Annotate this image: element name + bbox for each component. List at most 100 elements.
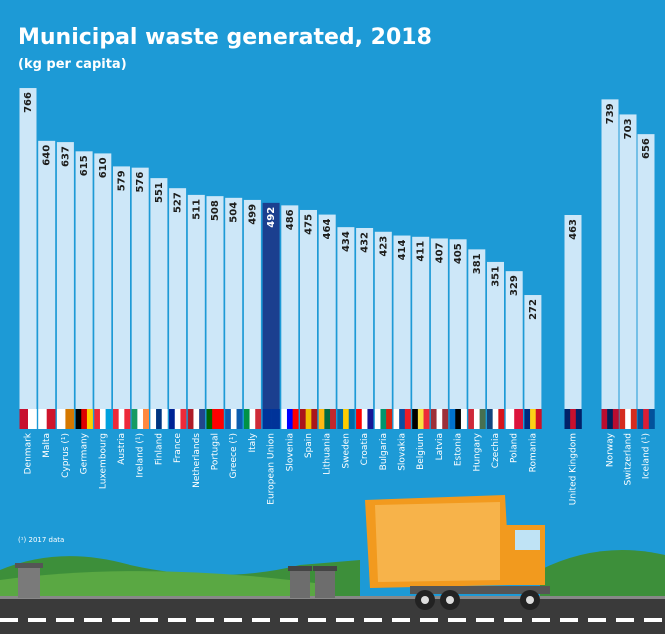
flag xyxy=(188,409,194,429)
flag xyxy=(570,409,576,429)
bar xyxy=(394,236,411,409)
bar xyxy=(76,151,93,409)
bar xyxy=(57,142,74,409)
flag xyxy=(175,409,181,429)
bar xyxy=(356,228,373,409)
flag xyxy=(193,409,199,429)
value-label: 579 xyxy=(117,170,128,191)
flag xyxy=(474,409,480,429)
x-tick-label: Sweden xyxy=(341,433,351,469)
flag xyxy=(199,409,205,429)
flag xyxy=(536,409,542,429)
x-tick-label: Germany xyxy=(80,432,90,474)
flag xyxy=(218,409,224,429)
bar xyxy=(132,168,149,409)
bar xyxy=(300,210,317,409)
flag xyxy=(237,409,243,429)
x-tick-label: Romania xyxy=(528,433,538,472)
value-label: 463 xyxy=(568,219,579,240)
bar xyxy=(150,178,167,409)
x-tick-label: Cyprus (¹) xyxy=(61,433,71,478)
flag xyxy=(343,409,349,429)
flag xyxy=(180,409,186,429)
bar xyxy=(38,141,55,409)
flag xyxy=(602,409,608,429)
bar xyxy=(620,114,637,409)
value-label: 329 xyxy=(509,275,520,296)
x-tick-label: Lithuania xyxy=(323,433,333,475)
flag xyxy=(263,409,272,429)
value-label: 464 xyxy=(322,219,333,240)
flag xyxy=(28,409,37,429)
bar xyxy=(602,99,619,409)
flag xyxy=(156,409,162,429)
flag xyxy=(431,409,437,429)
flag xyxy=(375,409,381,429)
flag xyxy=(649,409,655,429)
x-tick-label: Luxembourg xyxy=(98,433,108,489)
flag xyxy=(293,409,299,429)
bar xyxy=(263,203,280,409)
x-tick-label: Austria xyxy=(117,433,127,465)
x-tick-label: Netherlands xyxy=(192,433,202,488)
x-tick-label: Spain xyxy=(304,433,314,458)
x-tick-label: Latvia xyxy=(435,433,445,460)
flag xyxy=(362,409,368,429)
flag xyxy=(506,409,515,429)
footnote: (¹) 2017 data xyxy=(18,536,64,544)
x-tick-label: Switzerland xyxy=(624,433,634,486)
flag xyxy=(306,409,312,429)
x-tick-label: Malta xyxy=(42,433,52,458)
flag xyxy=(613,409,619,429)
flag xyxy=(106,409,112,429)
flag xyxy=(442,409,448,429)
flag xyxy=(87,409,93,429)
flag xyxy=(607,409,613,429)
value-label: 432 xyxy=(360,232,371,253)
bar xyxy=(244,200,261,409)
value-label: 739 xyxy=(605,103,616,124)
value-label: 610 xyxy=(98,157,109,178)
flag xyxy=(487,409,493,429)
flag xyxy=(76,409,82,429)
flag xyxy=(631,409,637,429)
flag xyxy=(271,409,280,429)
flag xyxy=(638,409,644,429)
flag xyxy=(113,409,119,429)
flag xyxy=(418,409,424,429)
flag xyxy=(565,409,571,429)
bar xyxy=(169,188,186,409)
x-tick-label: France xyxy=(173,433,183,463)
flag xyxy=(132,409,138,429)
flag xyxy=(250,409,256,429)
x-tick-label: Estonia xyxy=(454,433,464,466)
chart: Municipal waste generated, 2018 (kg per … xyxy=(0,0,665,634)
value-label: 499 xyxy=(247,204,258,225)
x-tick-label: Slovakia xyxy=(398,433,408,471)
flag xyxy=(94,409,100,429)
flag xyxy=(356,409,362,429)
flag xyxy=(81,409,87,429)
flag xyxy=(255,409,261,429)
flag xyxy=(530,409,536,429)
flag xyxy=(38,409,47,429)
flag xyxy=(169,409,175,429)
flag xyxy=(625,409,631,429)
value-label: 486 xyxy=(285,209,296,230)
flag xyxy=(367,409,373,429)
flag xyxy=(244,409,250,429)
flag xyxy=(620,409,626,429)
flag xyxy=(231,409,237,429)
flag xyxy=(225,409,231,429)
value-label: 511 xyxy=(191,199,202,220)
value-label: 381 xyxy=(472,253,483,274)
value-label: 576 xyxy=(135,172,146,193)
value-label: 615 xyxy=(79,155,90,176)
x-tick-label: Ireland (¹) xyxy=(136,433,146,478)
flag xyxy=(498,409,504,429)
x-tick-label: Iceland (¹) xyxy=(642,433,652,479)
flag xyxy=(300,409,306,429)
flag xyxy=(468,409,474,429)
x-tick-label: Bulgaria xyxy=(379,433,389,470)
x-tick-label: Czechia xyxy=(491,433,501,468)
